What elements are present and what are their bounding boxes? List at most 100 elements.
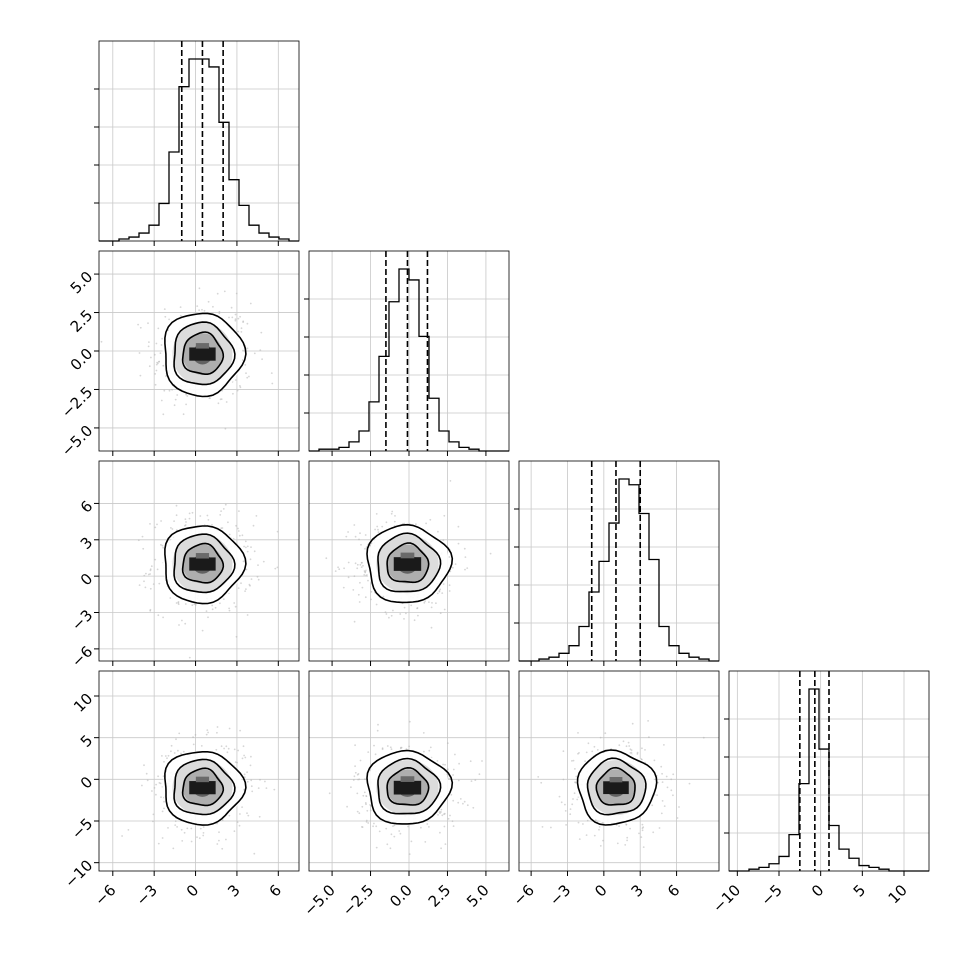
scatter-point — [364, 547, 366, 550]
scatter-point — [179, 314, 182, 317]
y-tick-label: 10 — [70, 690, 96, 716]
scatter-point — [429, 518, 432, 521]
scatter-point — [160, 344, 163, 346]
scatter-point — [250, 755, 252, 758]
panel-frame — [518, 670, 720, 872]
scatter-point — [422, 732, 425, 734]
scatter-point — [334, 570, 337, 572]
scatter-point — [100, 340, 103, 343]
scatter-point — [180, 828, 183, 831]
scatter-point — [454, 753, 456, 756]
scatter-point — [466, 567, 469, 569]
density-core — [195, 553, 210, 559]
scatter-point — [408, 720, 411, 723]
scatter-point — [367, 579, 369, 582]
scatter-point — [365, 795, 367, 797]
x-tick-label: −10 — [709, 881, 744, 916]
scatter-point — [192, 743, 195, 746]
scatter-point — [121, 835, 123, 837]
scatter-point — [337, 566, 339, 569]
scatter-point — [274, 567, 277, 570]
scatter-point — [381, 525, 384, 528]
scatter-point — [181, 840, 184, 842]
scatter-point — [399, 613, 402, 615]
scatter-point — [247, 814, 250, 817]
scatter-point — [137, 539, 140, 542]
y-tick-label: −3 — [68, 606, 96, 634]
scatter-point — [365, 819, 368, 822]
y-tick-label: 5 — [77, 731, 96, 750]
density-core — [195, 343, 210, 349]
scatter-point — [243, 545, 246, 548]
scatter-point — [403, 606, 406, 609]
scatter-point — [223, 747, 226, 750]
y-tick-label: 0 — [77, 570, 96, 589]
scatter-point — [350, 786, 352, 789]
scatter-point — [138, 584, 141, 586]
scatter-point — [153, 787, 156, 789]
y-tick-label: 0.0 — [67, 345, 97, 375]
scatter-point — [352, 589, 355, 591]
scatter-point — [150, 356, 152, 359]
scatter-point — [390, 833, 393, 836]
scatter-point — [385, 613, 388, 615]
scatter-point — [375, 513, 378, 515]
x-tick-label: −2.5 — [339, 881, 377, 919]
scatter-point — [234, 605, 237, 608]
scatter-point — [148, 365, 151, 368]
scatter-point — [242, 560, 245, 563]
scatter-point — [185, 521, 187, 523]
scatter-point — [357, 778, 359, 781]
scatter-point — [562, 750, 565, 753]
scatter-point — [155, 363, 158, 366]
scatter-point — [454, 563, 457, 565]
scatter-point — [627, 741, 630, 744]
scatter-point — [328, 792, 331, 795]
scatter-point — [239, 315, 242, 318]
scatter-point — [181, 619, 183, 622]
scatter-point — [446, 742, 449, 745]
scatter-point — [182, 413, 185, 416]
contour-line — [173, 533, 236, 594]
scatter-point — [225, 745, 228, 748]
scatter-point — [408, 745, 410, 748]
scatter-point — [423, 601, 426, 604]
scatter-point — [207, 731, 210, 734]
scatter-point — [190, 827, 193, 830]
scatter-point — [586, 819, 589, 822]
scatter-point — [354, 765, 356, 768]
scatter-point — [184, 518, 187, 521]
scatter-point — [462, 802, 464, 805]
scatter-point — [162, 413, 165, 416]
scatter-point — [359, 532, 361, 535]
density-core — [189, 557, 216, 571]
pair-panel-1-0: −5.0−2.5 0.0 2.5 5.0 — [58, 250, 300, 460]
scatter-point — [661, 781, 664, 783]
scatter-point — [237, 749, 240, 752]
scatter-point — [199, 827, 202, 830]
scatter-point — [392, 609, 394, 612]
scatter-point — [376, 729, 379, 732]
scatter-point — [221, 819, 224, 821]
scatter-point — [398, 830, 401, 832]
scatter-point — [234, 318, 237, 321]
contour-line — [595, 766, 636, 806]
scatter-point — [443, 812, 446, 815]
scatter-point — [410, 604, 413, 607]
scatter-point — [562, 778, 565, 781]
scatter-point — [660, 812, 663, 815]
scatter-point — [139, 374, 142, 377]
scatter-point — [405, 748, 408, 750]
scatter-point — [352, 779, 355, 781]
scatter-point — [436, 760, 439, 762]
scatter-point — [365, 821, 368, 823]
scatter-point — [211, 524, 213, 526]
scatter-point — [361, 561, 363, 564]
scatter-point — [167, 827, 169, 829]
scatter-point — [625, 745, 628, 748]
scatter-point — [174, 820, 177, 823]
scatter-point — [243, 773, 246, 776]
scatter-point — [672, 773, 675, 776]
scatter-point — [175, 514, 178, 517]
scatter-point — [375, 825, 378, 828]
